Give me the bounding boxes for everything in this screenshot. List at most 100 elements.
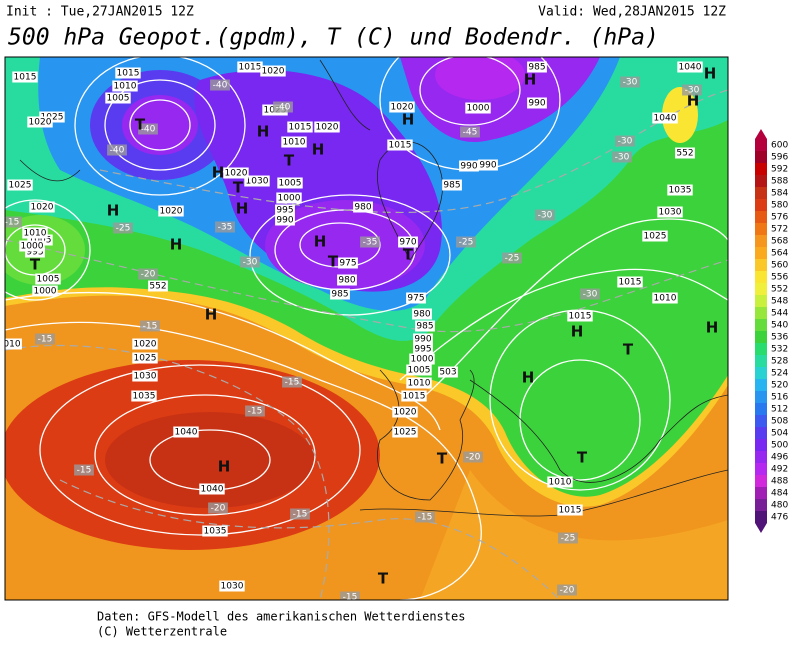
isobar-label-box [132,352,158,364]
colorbar-label: 528 [771,357,788,367]
isobar-label: 1025 [9,181,32,191]
colorbar-swatch [755,271,767,283]
pressure-center: H [218,458,231,476]
map-frame [4,56,729,601]
colorbar-label: 484 [771,489,788,499]
temperature-label-box [580,288,600,300]
colorbar-swatch [755,391,767,403]
isobar-label-box [438,366,458,378]
colorbar-label: 596 [771,153,788,163]
colorbar-swatch [755,355,767,367]
isobar-label-box [657,206,683,218]
temperature-label-box [290,508,310,520]
isobar-label: 1030 [246,177,269,187]
temperature-label-box [463,451,483,463]
pressure-center: T [328,253,339,271]
colorbar-swatch [755,451,767,463]
colorbar-swatch [755,367,767,379]
colorbar-label: 592 [771,165,788,175]
isobar-label-box [406,377,432,389]
isobar-label: 1020 [134,340,157,350]
colorbar-label: 556 [771,273,788,283]
colorbar-swatch [755,415,767,427]
temperature-label: -15 [285,378,300,388]
colorbar-swatch [755,307,767,319]
map-title: 500 hPa Geopot.(gpdm), T (C) und Bodendr… [8,25,659,51]
isobar-label-box [105,92,131,104]
colorbar-swatch [755,295,767,307]
isobar-label: 1010 [114,82,137,92]
colorbar-label: 476 [771,513,788,523]
colorbar-label: 572 [771,225,788,235]
isobar-label: 990 [460,162,477,172]
isobar-label: 1035 [669,186,692,196]
colorbar-label: 504 [771,429,788,439]
isobar-label-box [465,102,491,114]
colorbar-label: 552 [771,285,788,295]
isobar-label: 1020 [391,103,414,113]
temperature-label-box [113,222,133,234]
isobar-label: 1015 [289,123,312,133]
isobar-label: 1015 [619,278,642,288]
isobar-label: 1035 [133,392,156,402]
isobar-label-box [412,308,432,320]
temperature-label-box [456,236,476,248]
isobar-label: 1040 [201,485,224,495]
pressure-center: H [236,200,249,218]
isobar-label-box [22,227,48,239]
isobar-label: 1000 [278,194,301,204]
isobar-label: 985 [331,290,348,300]
isobar-label-box [337,274,357,286]
isobar-label: 990 [276,216,293,226]
temperature-label-box [612,151,632,163]
map: 10151025102010151010100510401040HH552103… [5,57,728,600]
isobar-label-box [27,234,53,246]
temperature-label-box [535,209,555,221]
isobar-label: 1015 [403,392,426,402]
init-time: Init : Tue,27JAN2015 12Z [6,5,194,20]
colorbar-swatch [755,499,767,511]
isobar-label-box [275,204,295,216]
isobar-label: 990 [414,335,431,345]
colorbar-label: 568 [771,237,788,247]
isobar-label-box [667,184,693,196]
isobar-label-box [387,139,413,151]
coastlines [19,59,728,517]
isobar-label-box [12,71,38,83]
colorbar-swatch [755,403,767,415]
isobar-label: 1040 [175,428,198,438]
pressure-center: T [577,449,588,467]
isobar-label-box [677,61,703,73]
isobar-label-box [652,292,678,304]
isobar-label: 980 [413,310,430,320]
isobar-label-box [276,192,302,204]
pressure-center: T [233,179,244,197]
isobar-label: 1035 [204,527,227,537]
isobar-label: 1005 [107,94,130,104]
isobar-label: 1000 [411,355,434,365]
temperature-label: -30 [538,211,553,221]
isobar-label-box [398,236,418,248]
temperature-label-box [502,252,522,264]
temperature-label: -30 [583,290,598,300]
isobar-label-box [5,338,22,350]
temperature-label-box [138,268,158,280]
pressure-center: H [205,306,218,324]
colorbar-swatch [755,139,767,151]
temperature-label: -30 [623,78,638,88]
colorbar-label: 588 [771,177,788,187]
colorbar-label: 600 [771,141,788,151]
isobar-label-box [7,179,33,191]
isobar-label: 1010 [24,229,47,239]
isobar-label: 975 [407,294,424,304]
temperature-label: -30 [685,86,700,96]
colorbar-swatch [755,163,767,175]
pressure-center: H [706,319,719,337]
colorbar-swatch [755,151,767,163]
colorbar-label: 512 [771,405,788,415]
isobar-label: 985 [443,181,460,191]
temperature-label: -15 [418,513,433,523]
isobar-label: 1015 [389,141,412,151]
colorbar-swatch [755,259,767,271]
temperature-label: -25 [116,224,131,234]
